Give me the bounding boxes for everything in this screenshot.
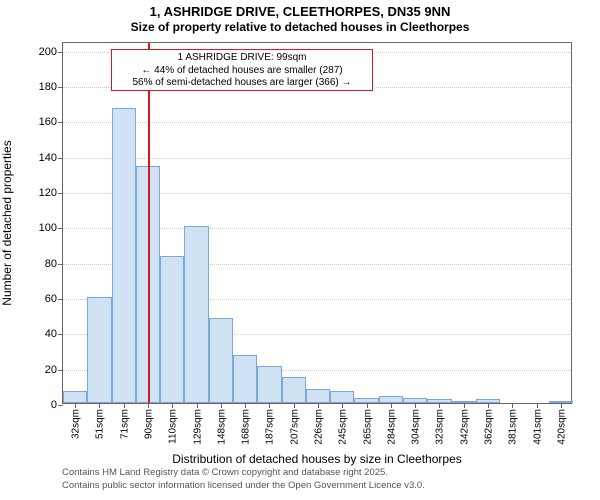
- property-marker-line: [148, 43, 150, 403]
- x-tick-label: 362sqm: [482, 409, 495, 445]
- x-tick-label: 168sqm: [239, 409, 252, 445]
- x-tick-label: 284sqm: [384, 409, 397, 445]
- y-tick-label: 140: [39, 152, 63, 164]
- histogram-bar: [379, 396, 403, 403]
- annotation-box: 1 ASHRIDGE DRIVE: 99sqm← 44% of detached…: [111, 49, 373, 91]
- x-tick: [439, 403, 440, 408]
- y-tick-label: 20: [45, 364, 63, 376]
- x-tick: [391, 403, 392, 408]
- x-tick: [124, 403, 125, 408]
- x-tick: [245, 403, 246, 408]
- chart-title-line2: Size of property relative to detached ho…: [0, 20, 600, 35]
- y-tick-label: 80: [45, 258, 63, 270]
- x-tick-label: 226sqm: [312, 409, 325, 445]
- x-tick: [99, 403, 100, 408]
- histogram-bar: [209, 318, 233, 403]
- y-tick-label: 120: [39, 187, 63, 199]
- x-tick: [148, 403, 149, 408]
- x-tick: [561, 403, 562, 408]
- x-tick: [318, 403, 319, 408]
- annotation-line: ← 44% of detached houses are smaller (28…: [114, 65, 370, 78]
- x-tick-label: 245sqm: [336, 409, 349, 445]
- x-tick-label: 420sqm: [554, 409, 567, 445]
- gridline: [63, 158, 571, 159]
- chart-title: 1, ASHRIDGE DRIVE, CLEETHORPES, DN35 9NN…: [0, 0, 600, 35]
- histogram-bar: [184, 226, 208, 403]
- x-tick: [75, 403, 76, 408]
- x-tick-label: 32sqm: [69, 409, 82, 439]
- histogram-bar: [87, 297, 111, 403]
- histogram-bar: [112, 108, 136, 403]
- x-tick-label: 323sqm: [433, 409, 446, 445]
- x-tick: [269, 403, 270, 408]
- x-tick: [512, 403, 513, 408]
- x-tick-label: 342sqm: [457, 409, 470, 445]
- histogram-bar: [63, 391, 87, 403]
- x-tick: [221, 403, 222, 408]
- y-tick-label: 180: [39, 81, 63, 93]
- y-tick-label: 200: [39, 46, 63, 58]
- plot-area: 02040608010012014016018020032sqm51sqm71s…: [62, 42, 572, 404]
- footnote-line1: Contains HM Land Registry data © Crown c…: [62, 467, 388, 478]
- histogram-bar: [160, 256, 184, 403]
- histogram-bar: [282, 377, 306, 403]
- x-tick-label: 148sqm: [214, 409, 227, 445]
- x-tick-label: 304sqm: [409, 409, 422, 445]
- x-tick-label: 401sqm: [530, 409, 543, 445]
- x-tick: [367, 403, 368, 408]
- x-tick: [197, 403, 198, 408]
- x-tick: [294, 403, 295, 408]
- annotation-line: 1 ASHRIDGE DRIVE: 99sqm: [114, 52, 370, 65]
- y-tick-label: 100: [39, 222, 63, 234]
- x-tick-label: 129sqm: [190, 409, 203, 445]
- histogram-bar: [233, 355, 257, 403]
- x-tick-label: 187sqm: [263, 409, 276, 445]
- x-tick: [415, 403, 416, 408]
- x-tick-label: 51sqm: [93, 409, 106, 439]
- footnote-line2: Contains public sector information licen…: [62, 480, 425, 491]
- y-tick-label: 40: [45, 328, 63, 340]
- x-axis-label: Distribution of detached houses by size …: [172, 452, 462, 466]
- x-tick-label: 207sqm: [287, 409, 300, 445]
- x-tick: [488, 403, 489, 408]
- x-tick-label: 265sqm: [360, 409, 373, 445]
- x-tick: [537, 403, 538, 408]
- chart-title-line1: 1, ASHRIDGE DRIVE, CLEETHORPES, DN35 9NN: [0, 4, 600, 20]
- x-tick-label: 90sqm: [142, 409, 155, 439]
- y-tick-label: 160: [39, 116, 63, 128]
- x-tick: [464, 403, 465, 408]
- x-tick-label: 110sqm: [166, 409, 179, 444]
- y-tick-label: 60: [45, 293, 63, 305]
- annotation-line: 56% of semi-detached houses are larger (…: [114, 77, 370, 90]
- histogram-bar: [306, 389, 330, 403]
- x-tick-label: 71sqm: [117, 409, 130, 439]
- y-tick-label: 0: [51, 399, 63, 411]
- x-tick: [172, 403, 173, 408]
- gridline: [63, 122, 571, 123]
- histogram-bar: [257, 366, 281, 403]
- x-tick-label: 381sqm: [506, 409, 519, 445]
- y-axis-label: Number of detached properties: [0, 140, 14, 305]
- x-tick: [342, 403, 343, 408]
- histogram-bar: [330, 391, 354, 403]
